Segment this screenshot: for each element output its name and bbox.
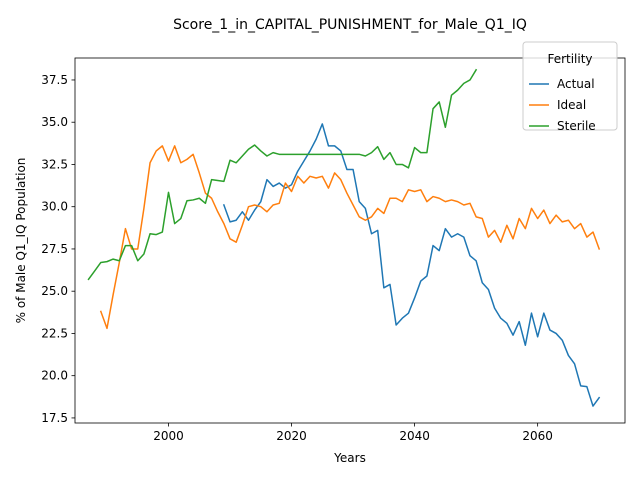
- legend-label-sterile: Sterile: [557, 119, 596, 133]
- y-axis-ticks: 17.5 20.0 22.5 25.0 27.5 30.0 32.5 35.0 37.5: [41, 73, 75, 425]
- legend-box: [522, 41, 618, 131]
- y-tick-label: 32.5: [41, 157, 68, 171]
- legend-entries: Actual Ideal Sterile: [529, 77, 596, 133]
- legend-label-actual: Actual: [557, 77, 595, 91]
- legend-title: Fertility: [547, 52, 592, 66]
- series-layer: [87, 68, 601, 407]
- y-tick-label: 20.0: [41, 369, 68, 383]
- y-tick-label: 27.5: [41, 242, 68, 256]
- x-tick-label: 2040: [399, 429, 430, 443]
- y-tick-label: 35.0: [41, 115, 68, 129]
- legend: Fertility Actual Ideal Sterile: [522, 41, 618, 133]
- y-tick-label: 30.0: [41, 200, 68, 214]
- series-line-sterile: [87, 68, 478, 281]
- y-tick-label: 22.5: [41, 326, 68, 340]
- y-tick-label: 17.5: [41, 411, 68, 425]
- y-tick-label: 37.5: [41, 73, 68, 87]
- y-tick-label: 25.0: [41, 284, 68, 298]
- series-line-actual: [222, 123, 601, 407]
- y-axis-title: % of Male Q1_IQ Population: [14, 158, 28, 324]
- legend-label-ideal: Ideal: [557, 98, 586, 112]
- plot-frame: [74, 57, 626, 424]
- x-tick-label: 2060: [522, 429, 553, 443]
- x-tick-label: 2000: [153, 429, 184, 443]
- chart-title: Score_1_in_CAPITAL_PUNISHMENT_for_Male_Q…: [173, 17, 527, 33]
- series-line-ideal: [99, 145, 601, 330]
- x-axis-ticks: 2000 2020 2040 2060: [153, 423, 553, 443]
- x-axis-title: Years: [333, 451, 366, 465]
- x-tick-label: 2020: [276, 429, 307, 443]
